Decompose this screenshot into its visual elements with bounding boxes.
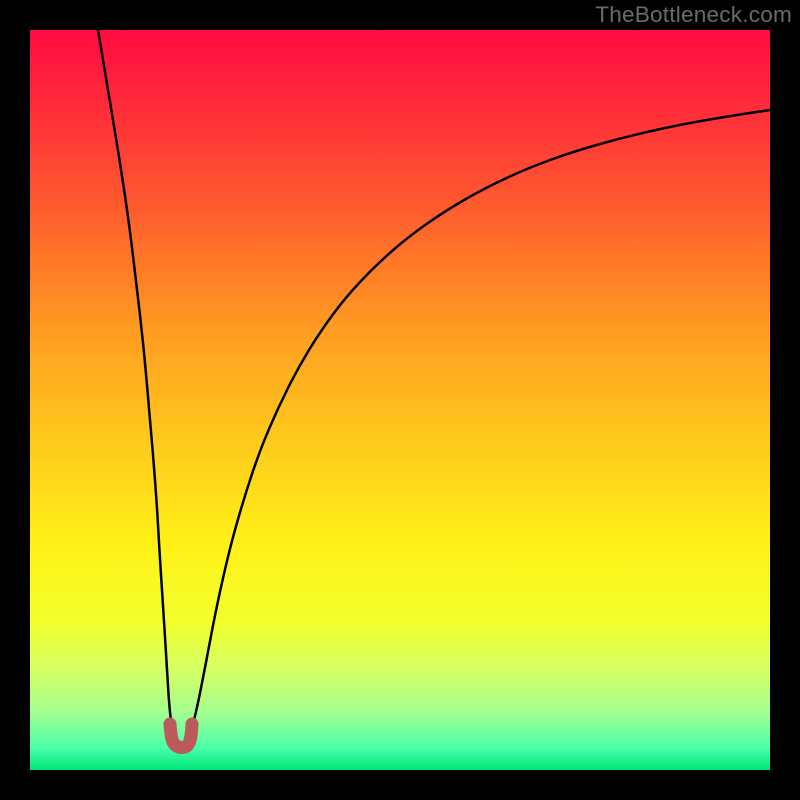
figure-outer: TheBottleneck.com [0,0,800,800]
plot-area [30,30,770,770]
watermark-text: TheBottleneck.com [595,2,792,28]
gradient-background [30,30,770,770]
chart-svg [30,30,770,770]
